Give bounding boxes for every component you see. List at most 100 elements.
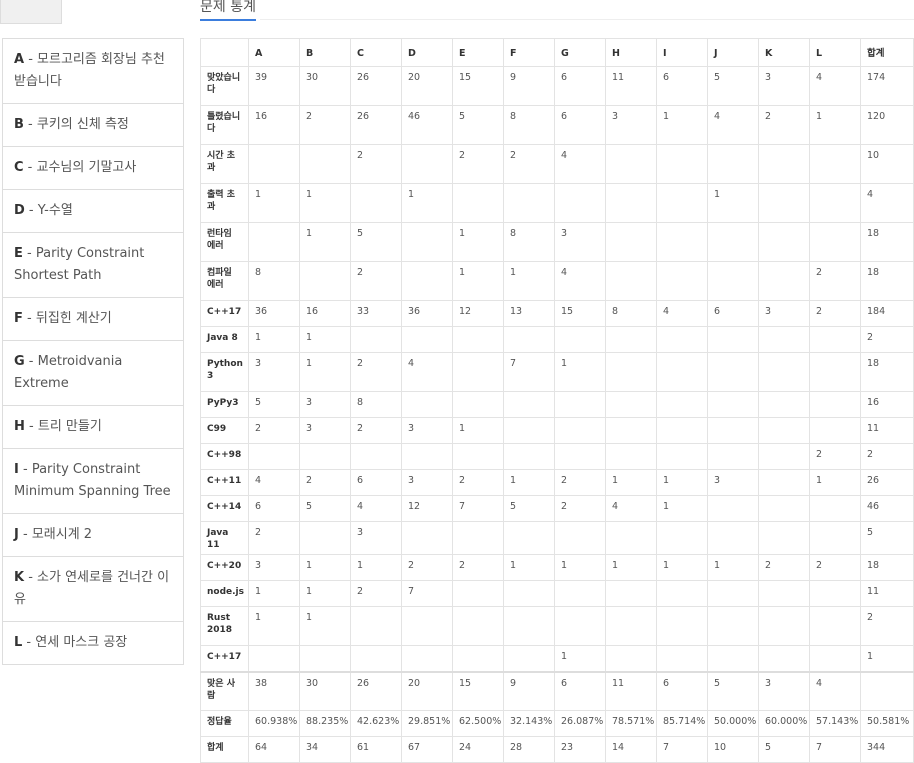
column-header: F (503, 38, 555, 67)
table-cell (758, 391, 810, 418)
table-row: C++11 4 2 6 3 2 1 2 1 1 3 1 26 (200, 469, 914, 496)
table-cell (605, 580, 657, 607)
table-cell: 26 (860, 469, 914, 496)
table-cell (809, 417, 861, 444)
table-cell: 4 (860, 183, 914, 223)
table-cell: 3 (707, 469, 759, 496)
table-cell (758, 144, 810, 184)
problem-id: L (14, 635, 23, 650)
table-cell: 1 (452, 261, 504, 301)
table-cell: 1 (299, 352, 351, 392)
table-cell: 3 (401, 417, 453, 444)
table-row: Java 11 2 3 5 (200, 521, 914, 555)
table-cell (656, 261, 708, 301)
table-cell: 7 (656, 736, 708, 763)
table-cell: 39 (248, 66, 300, 106)
table-cell: 5 (707, 66, 759, 106)
column-header: D (401, 38, 453, 67)
table-cell (401, 222, 453, 262)
table-cell: 85.714% (656, 710, 708, 737)
table-cell (554, 183, 606, 223)
table-cell: 16 (860, 391, 914, 418)
sidebar-item-e[interactable]: E - Parity Constraint Shortest Path (3, 233, 183, 298)
table-cell (401, 443, 453, 470)
row-label: C++17 (200, 300, 249, 327)
table-cell: 7 (503, 352, 555, 392)
table-cell (554, 606, 606, 646)
table-cell: 4 (707, 105, 759, 145)
table-cell (707, 144, 759, 184)
table-cell (605, 326, 657, 353)
table-cell: 28 (503, 736, 555, 763)
table-cell: 11 (605, 670, 657, 711)
table-cell (605, 261, 657, 301)
table-cell (401, 261, 453, 301)
problem-title: 트리 만들기 (37, 419, 102, 434)
table-cell: 2 (860, 606, 914, 646)
sidebar-item-l[interactable]: L - 연세 마스크 공장 (3, 622, 183, 665)
table-cell (809, 495, 861, 522)
table-cell: 4 (401, 352, 453, 392)
table-cell: 88.235% (299, 710, 351, 737)
table-cell (758, 352, 810, 392)
table-cell (554, 391, 606, 418)
sidebar-item-k[interactable]: K - 소가 연세로를 건너간 이유 (3, 557, 183, 622)
table-cell: 1 (299, 326, 351, 353)
column-header: K (758, 38, 810, 67)
table-cell: 3 (758, 66, 810, 106)
table-cell (758, 469, 810, 496)
sidebar-item-c[interactable]: C - 교수님의 기말고사 (3, 147, 183, 190)
table-cell: 18 (860, 222, 914, 262)
sidebar-item-h[interactable]: H - 트리 만들기 (3, 406, 183, 449)
table-cell (401, 144, 453, 184)
table-row: 컴파일 에러 8 2 1 1 4 2 18 (200, 261, 914, 301)
table-cell (554, 326, 606, 353)
table-cell (554, 580, 606, 607)
table-cell (656, 144, 708, 184)
table-cell: 3 (350, 521, 402, 555)
table-cell: 2 (350, 261, 402, 301)
table-cell (452, 352, 504, 392)
table-cell: 11 (860, 417, 914, 444)
sidebar-item-i[interactable]: I - Parity Constraint Minimum Spanning T… (3, 449, 183, 514)
table-cell: 5 (758, 736, 810, 763)
table-cell: 2 (860, 326, 914, 353)
sidebar-item-d[interactable]: D - Y-수열 (3, 190, 183, 233)
sidebar-item-b[interactable]: B - 쿠키의 신체 측정 (3, 104, 183, 147)
table-cell: 2 (758, 554, 810, 581)
top-tab[interactable] (0, 0, 62, 24)
table-cell (401, 391, 453, 418)
table-cell (758, 443, 810, 470)
table-cell: 3 (299, 391, 351, 418)
row-label: 맞은 사람 (200, 670, 249, 711)
table-cell: 5 (452, 105, 504, 145)
table-cell (605, 222, 657, 262)
problem-list: A - 모르고리즘 회장님 추천 받습니다 B - 쿠키의 신체 측정 C - 교수… (2, 38, 184, 665)
row-label: 정답율 (200, 710, 249, 737)
table-cell: 6 (554, 105, 606, 145)
sidebar-item-j[interactable]: J - 모래시계 2 (3, 514, 183, 557)
sidebar-item-f[interactable]: F - 뒤집힌 계산기 (3, 298, 183, 341)
table-row: 정답율 60.938% 88.235% 42.623% 29.851% 62.500% 32… (200, 710, 914, 737)
problem-id: F (14, 311, 23, 326)
problem-id: G (14, 354, 25, 369)
table-cell: 1 (503, 469, 555, 496)
table-cell (656, 521, 708, 555)
table-cell (605, 391, 657, 418)
table-cell: 26 (350, 105, 402, 145)
table-cell: 30 (299, 670, 351, 711)
table-cell (707, 521, 759, 555)
table-cell (248, 144, 300, 184)
table-cell: 60.000% (758, 710, 810, 737)
column-header: I (656, 38, 708, 67)
table-cell (503, 645, 555, 672)
sidebar-item-g[interactable]: G - Metroidvania Extreme (3, 341, 183, 406)
table-cell: 3 (605, 105, 657, 145)
table-cell (809, 521, 861, 555)
sidebar-item-a[interactable]: A - 모르고리즘 회장님 추천 받습니다 (3, 39, 183, 104)
table-row: C++98 2 2 (200, 443, 914, 470)
table-cell (554, 443, 606, 470)
table-cell (452, 521, 504, 555)
row-label: C++17 (200, 645, 249, 672)
table-cell (656, 391, 708, 418)
